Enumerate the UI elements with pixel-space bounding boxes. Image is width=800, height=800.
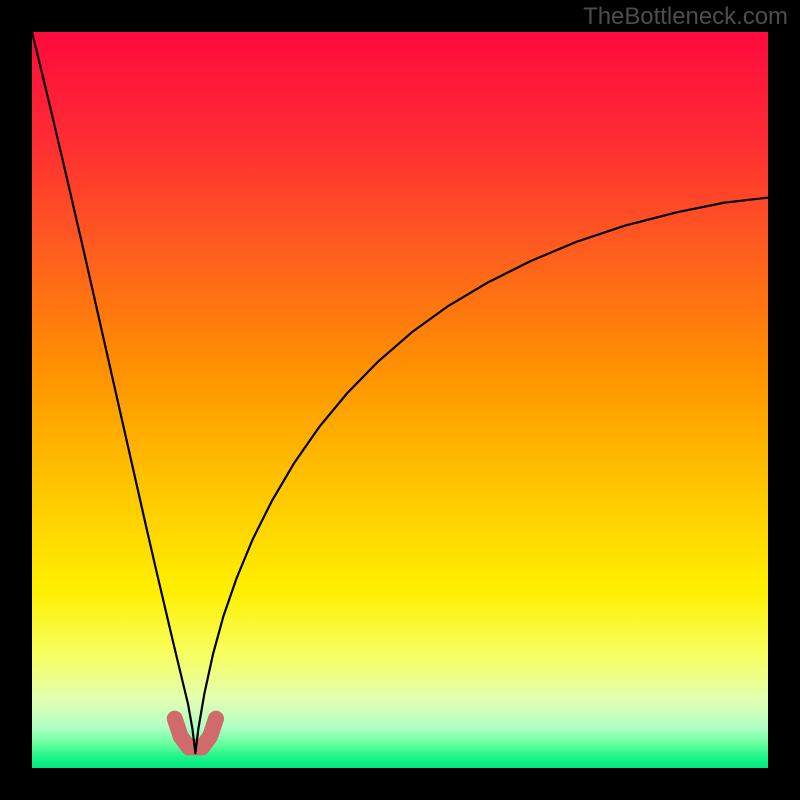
plot-background-gradient <box>32 32 768 768</box>
chart-svg: TheBottleneck.com <box>0 0 800 800</box>
bottleneck-chart: TheBottleneck.com <box>0 0 800 800</box>
watermark-text: TheBottleneck.com <box>583 3 788 30</box>
